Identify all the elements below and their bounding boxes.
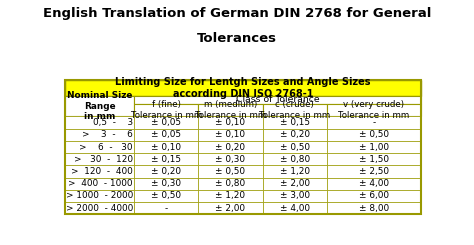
Text: ± 0,50: ± 0,50 <box>280 143 310 152</box>
Text: ± 8,00: ± 8,00 <box>359 204 389 213</box>
Text: >  120  -  400: > 120 - 400 <box>71 167 133 176</box>
Text: ± 0,05: ± 0,05 <box>151 130 182 139</box>
Bar <box>199 202 263 214</box>
Text: > 1000  - 2000: > 1000 - 2000 <box>65 191 133 200</box>
Text: Nominal Size
Range
in mm: Nominal Size Range in mm <box>67 91 132 121</box>
Bar <box>327 141 421 153</box>
Bar <box>263 129 327 141</box>
Bar <box>263 117 327 129</box>
Text: -: - <box>372 118 375 127</box>
Bar <box>65 165 134 178</box>
Bar <box>327 117 421 129</box>
Text: ± 0,10: ± 0,10 <box>151 143 182 152</box>
Text: ± 0,05: ± 0,05 <box>151 118 182 127</box>
Text: >   30  -  120: > 30 - 120 <box>74 155 133 164</box>
Bar <box>134 141 199 153</box>
Text: ± 0,20: ± 0,20 <box>216 143 246 152</box>
Text: ± 0,20: ± 0,20 <box>280 130 310 139</box>
Bar <box>134 129 199 141</box>
Text: v (very crude)
Tolerance in mm: v (very crude) Tolerance in mm <box>338 100 410 120</box>
Bar <box>327 129 421 141</box>
Text: c (crude)
Tolerance in mm: c (crude) Tolerance in mm <box>259 100 330 120</box>
Text: ± 0,30: ± 0,30 <box>151 179 182 188</box>
Bar <box>199 153 263 165</box>
Text: ± 3,00: ± 3,00 <box>280 191 310 200</box>
Bar <box>263 178 327 190</box>
Bar <box>199 117 263 129</box>
Bar <box>65 141 134 153</box>
Bar <box>65 202 134 214</box>
Text: English Translation of German DIN 2768 for General: English Translation of German DIN 2768 f… <box>43 7 431 20</box>
Text: 0,5  -    3: 0,5 - 3 <box>92 118 133 127</box>
Text: ± 6,00: ± 6,00 <box>359 191 389 200</box>
Bar <box>199 178 263 190</box>
Bar <box>65 178 134 190</box>
Bar <box>134 165 199 178</box>
Text: ± 2,50: ± 2,50 <box>359 167 389 176</box>
Bar <box>65 129 134 141</box>
Bar <box>65 80 421 96</box>
Text: ± 0,30: ± 0,30 <box>216 155 246 164</box>
Bar <box>199 104 263 117</box>
Bar <box>263 104 327 117</box>
Text: ± 1,00: ± 1,00 <box>359 143 389 152</box>
Text: ± 2,00: ± 2,00 <box>216 204 246 213</box>
Bar <box>327 202 421 214</box>
Text: Class of Tolerance: Class of Tolerance <box>236 95 319 104</box>
Text: ± 2,00: ± 2,00 <box>280 179 310 188</box>
Text: Limiting Size for Lentgh Sizes and Angle Sizes
according DIN ISO 2768-1: Limiting Size for Lentgh Sizes and Angle… <box>115 77 371 99</box>
Text: ± 0,50: ± 0,50 <box>151 191 182 200</box>
Text: >  400  - 1000: > 400 - 1000 <box>68 179 133 188</box>
Text: ± 0,50: ± 0,50 <box>216 167 246 176</box>
Text: ± 0,10: ± 0,10 <box>216 130 246 139</box>
Bar <box>65 190 134 202</box>
Text: ± 0,20: ± 0,20 <box>151 167 182 176</box>
Bar <box>327 165 421 178</box>
Bar <box>134 104 199 117</box>
Bar <box>134 117 199 129</box>
Text: ± 4,00: ± 4,00 <box>359 179 389 188</box>
Bar <box>199 141 263 153</box>
Bar <box>199 165 263 178</box>
Bar <box>199 190 263 202</box>
Bar <box>263 153 327 165</box>
Bar <box>327 190 421 202</box>
Text: Tolerances: Tolerances <box>197 32 277 45</box>
Bar <box>65 80 421 214</box>
Bar <box>65 153 134 165</box>
Text: ± 1,50: ± 1,50 <box>359 155 389 164</box>
Text: ± 0,10: ± 0,10 <box>216 118 246 127</box>
Text: ± 0,80: ± 0,80 <box>280 155 310 164</box>
Bar <box>327 104 421 117</box>
Text: ± 0,80: ± 0,80 <box>215 179 246 188</box>
Text: -: - <box>164 204 168 213</box>
Bar <box>134 178 199 190</box>
Text: f (fine)
Tolerance in mm: f (fine) Tolerance in mm <box>131 100 202 120</box>
Bar <box>263 141 327 153</box>
Text: ± 0,15: ± 0,15 <box>280 118 310 127</box>
Bar <box>134 190 199 202</box>
Bar <box>134 153 199 165</box>
Bar <box>65 96 134 117</box>
Text: ± 0,15: ± 0,15 <box>151 155 182 164</box>
Bar <box>199 129 263 141</box>
Bar <box>327 178 421 190</box>
Bar <box>263 165 327 178</box>
Text: m (medium)
Tolerance in mm: m (medium) Tolerance in mm <box>195 100 266 120</box>
Bar <box>134 202 199 214</box>
Text: ± 0,50: ± 0,50 <box>359 130 389 139</box>
Text: ± 4,00: ± 4,00 <box>280 204 310 213</box>
Text: >    3  -    6: > 3 - 6 <box>82 130 133 139</box>
Text: ± 1,20: ± 1,20 <box>280 167 310 176</box>
Bar <box>327 153 421 165</box>
Bar <box>263 202 327 214</box>
Bar <box>263 190 327 202</box>
Text: ± 1,20: ± 1,20 <box>216 191 246 200</box>
Text: > 2000  - 4000: > 2000 - 4000 <box>65 204 133 213</box>
Text: >    6  -   30: > 6 - 30 <box>79 143 133 152</box>
Bar <box>65 117 134 129</box>
Bar <box>134 96 421 104</box>
